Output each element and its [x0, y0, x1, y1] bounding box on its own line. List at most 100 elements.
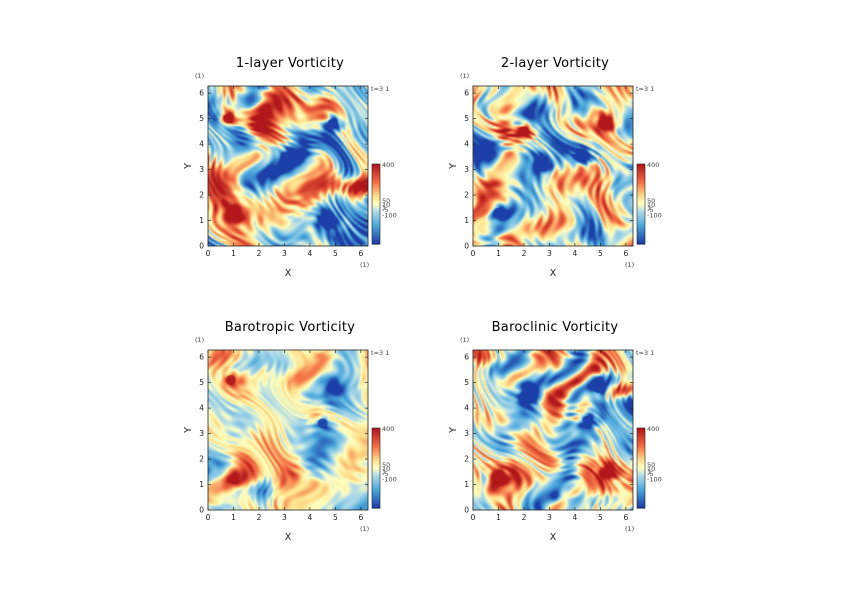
x-tick-label: 0	[206, 513, 211, 522]
x-tick-label: 1	[231, 513, 236, 522]
colorbar-segment	[372, 174, 380, 177]
colorbar-tick-label: 10	[647, 465, 655, 473]
colorbar-segment	[637, 202, 645, 205]
y-tick-label: 4	[199, 140, 204, 149]
colorbar-segment	[637, 504, 645, 507]
x-axis-label: X	[285, 268, 292, 279]
colorbar-segment	[637, 198, 645, 201]
colorbar-segment	[637, 438, 645, 441]
colorbar-segment	[637, 230, 645, 233]
colorbar-segment	[637, 488, 645, 491]
colorbar-tick-label: -100	[382, 475, 397, 483]
colorbar-segment	[372, 176, 380, 179]
y-tick-label: 6	[199, 89, 204, 98]
colorbar-tick-label: -100	[382, 211, 397, 219]
colorbar-segment	[637, 190, 645, 193]
vortex-core-2	[577, 151, 588, 162]
colorbar-segment	[637, 228, 645, 231]
colorbar-segment	[637, 462, 645, 465]
colorbar-segment	[372, 466, 380, 469]
colorbar-segment	[637, 464, 645, 467]
colorbar-segment	[372, 218, 380, 221]
chart-panel-4: Baroclinic Vorticity 0 1 2 3 4 5 6 0 1 2 3 4 5 6 X Y (1) (…	[448, 320, 662, 543]
colorbar-segment	[372, 488, 380, 491]
colorbar-segment	[372, 200, 380, 203]
colorbar-segment	[637, 200, 645, 203]
colorbar-segment	[637, 432, 645, 435]
x-axis-label: X	[550, 268, 557, 279]
colorbar-segment	[372, 482, 380, 485]
colorbar-segment	[637, 186, 645, 189]
colorbar-segment	[637, 458, 645, 461]
colorbar-segment	[372, 428, 380, 431]
colorbar-segment	[372, 454, 380, 457]
colorbar-tick-label: -100	[647, 211, 662, 219]
colorbar-segment	[372, 446, 380, 449]
y-tick-label: 0	[464, 242, 469, 251]
colorbar-segment	[372, 236, 380, 239]
x-tick-label: 2	[522, 249, 527, 258]
colorbar-segment	[372, 198, 380, 201]
vortex-core-3	[600, 118, 611, 129]
colorbar-segment	[637, 472, 645, 475]
colorbar-segment	[372, 164, 380, 167]
colorbar-tick-label: 50	[382, 197, 390, 205]
time-label: t=3 1	[636, 85, 654, 93]
colorbar-segment	[372, 452, 380, 455]
colorbar-tick-label: 10	[382, 465, 390, 473]
y-tick-label: 4	[464, 140, 469, 149]
colorbar-segment	[637, 238, 645, 241]
y-tick-label: 3	[464, 165, 469, 174]
vortex-core-4	[225, 375, 236, 386]
colorbar-segment	[372, 430, 380, 433]
y-tick-label: 5	[199, 114, 204, 123]
x-tick-label: 3	[282, 249, 287, 258]
colorbar-segment	[372, 474, 380, 477]
colorbar-segment	[372, 492, 380, 495]
panel-title: 2-layer Vorticity	[501, 56, 609, 71]
colorbar-segment	[372, 444, 380, 447]
x-unit-label: (1)	[360, 525, 369, 533]
x-tick-label: 4	[573, 513, 578, 522]
y-tick-label: 2	[464, 455, 469, 464]
x-tick-label: 5	[333, 249, 338, 258]
x-tick-label: 3	[282, 513, 287, 522]
vorticity-field-image	[473, 86, 633, 246]
vortex-core-3	[317, 418, 328, 429]
vorticity-field-image	[473, 350, 633, 510]
colorbar-segment	[637, 208, 645, 211]
colorbar-segment	[637, 184, 645, 187]
y-unit-label: (1)	[460, 336, 469, 344]
y-axis-label: Y	[448, 163, 459, 170]
y-tick-label: 5	[464, 114, 469, 123]
colorbar-segment	[372, 484, 380, 487]
colorbar-segment	[372, 186, 380, 189]
colorbar-segment	[372, 472, 380, 475]
plot-frame	[207, 85, 369, 247]
colorbar-segment	[637, 188, 645, 191]
x-tick-label: 5	[598, 513, 603, 522]
y-axis-label: Y	[183, 163, 194, 170]
y-tick-label: 6	[464, 89, 469, 98]
colorbar-segment	[372, 502, 380, 505]
y-tick-label: 4	[199, 404, 204, 413]
colorbar-segment	[637, 212, 645, 215]
colorbar-segment	[637, 466, 645, 469]
colorbar-tick-label: 1	[382, 203, 386, 211]
colorbar-segment	[372, 470, 380, 473]
colorbar-tick-label: 400	[382, 425, 394, 433]
y-tick-label: 0	[199, 506, 204, 515]
vortex-core-2	[592, 382, 603, 393]
colorbar-segment	[637, 176, 645, 179]
vortex-core-1	[228, 210, 239, 221]
colorbar-segment	[372, 206, 380, 209]
colorbar-tick-label: -5	[647, 470, 653, 478]
colorbar-frame	[371, 163, 381, 245]
panel-title: Baroclinic Vorticity	[492, 320, 619, 335]
colorbar-segment	[637, 166, 645, 169]
colorbar-segment	[637, 204, 645, 207]
colorbar-segment	[372, 456, 380, 459]
x-tick-label: 2	[522, 513, 527, 522]
y-tick-label: 1	[199, 480, 204, 489]
